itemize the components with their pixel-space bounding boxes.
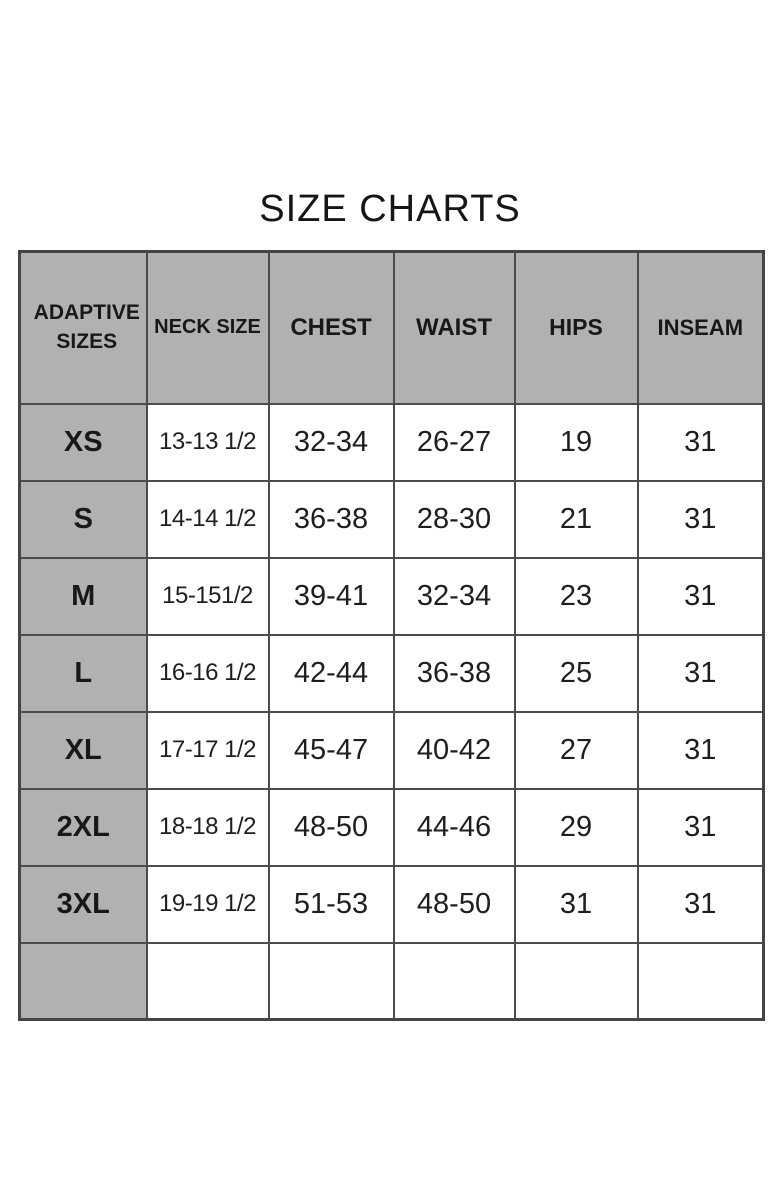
hips-cell [513, 941, 639, 1021]
waist-cell: 32-34 [392, 556, 516, 636]
inseam-cell: 31 [636, 864, 765, 944]
inseam-cell [636, 941, 765, 1021]
chest-cell: 32-34 [267, 402, 395, 482]
neck-size-cell: 15-151/2 [145, 556, 270, 636]
size-label-cell [18, 941, 148, 1021]
size-label-cell: XS [18, 402, 148, 482]
hips-cell: 21 [513, 479, 639, 559]
chest-cell: 39-41 [267, 556, 395, 636]
inseam-cell: 31 [636, 556, 765, 636]
table-row-3xl: 3XL 19-19 1/2 51-53 48-50 31 31 [18, 864, 765, 944]
waist-cell [392, 941, 516, 1021]
hips-cell: 29 [513, 787, 639, 867]
column-header-neck-size: NECK SIZE [145, 250, 270, 405]
chest-cell: 36-38 [267, 479, 395, 559]
hips-cell: 27 [513, 710, 639, 790]
waist-cell: 44-46 [392, 787, 516, 867]
hips-cell: 19 [513, 402, 639, 482]
neck-size-cell [145, 941, 270, 1021]
page-title: SIZE CHARTS [259, 188, 521, 230]
table-row-l: L 16-16 1/2 42-44 36-38 25 31 [18, 633, 765, 713]
size-label-cell: M [18, 556, 148, 636]
chest-cell: 48-50 [267, 787, 395, 867]
hips-cell: 31 [513, 864, 639, 944]
inseam-cell: 31 [636, 633, 765, 713]
waist-cell: 36-38 [392, 633, 516, 713]
column-header-hips: HIPS [513, 250, 639, 405]
waist-cell: 28-30 [392, 479, 516, 559]
waist-cell: 26-27 [392, 402, 516, 482]
waist-cell: 48-50 [392, 864, 516, 944]
hips-cell: 25 [513, 633, 639, 713]
table-row-s: S 14-14 1/2 36-38 28-30 21 31 [18, 479, 765, 559]
inseam-cell: 31 [636, 402, 765, 482]
table-row-empty [18, 941, 765, 1021]
neck-size-cell: 19-19 1/2 [145, 864, 270, 944]
chest-cell: 42-44 [267, 633, 395, 713]
waist-cell: 40-42 [392, 710, 516, 790]
size-label-cell: XL [18, 710, 148, 790]
chest-cell: 45-47 [267, 710, 395, 790]
size-label-cell: 2XL [18, 787, 148, 867]
size-chart-table: ADAPTIVE SIZES NECK SIZE CHEST WAIST HIP… [18, 250, 765, 1021]
chest-cell: 51-53 [267, 864, 395, 944]
neck-size-cell: 16-16 1/2 [145, 633, 270, 713]
column-header-adaptive-sizes: ADAPTIVE SIZES [18, 250, 148, 405]
size-label-cell: L [18, 633, 148, 713]
neck-size-cell: 18-18 1/2 [145, 787, 270, 867]
header-row: ADAPTIVE SIZES NECK SIZE CHEST WAIST HIP… [18, 250, 765, 405]
table-row-2xl: 2XL 18-18 1/2 48-50 44-46 29 31 [18, 787, 765, 867]
inseam-cell: 31 [636, 787, 765, 867]
column-header-inseam: INSEAM [636, 250, 765, 405]
neck-size-cell: 13-13 1/2 [145, 402, 270, 482]
inseam-cell: 31 [636, 479, 765, 559]
neck-size-cell: 17-17 1/2 [145, 710, 270, 790]
column-header-waist: WAIST [392, 250, 516, 405]
table-row-m: M 15-151/2 39-41 32-34 23 31 [18, 556, 765, 636]
hips-cell: 23 [513, 556, 639, 636]
chest-cell [267, 941, 395, 1021]
size-label-cell: 3XL [18, 864, 148, 944]
table-row-xl: XL 17-17 1/2 45-47 40-42 27 31 [18, 710, 765, 790]
inseam-cell: 31 [636, 710, 765, 790]
table-row-xs: XS 13-13 1/2 32-34 26-27 19 31 [18, 402, 765, 482]
size-label-cell: S [18, 479, 148, 559]
column-header-chest: CHEST [267, 250, 395, 405]
neck-size-cell: 14-14 1/2 [145, 479, 270, 559]
